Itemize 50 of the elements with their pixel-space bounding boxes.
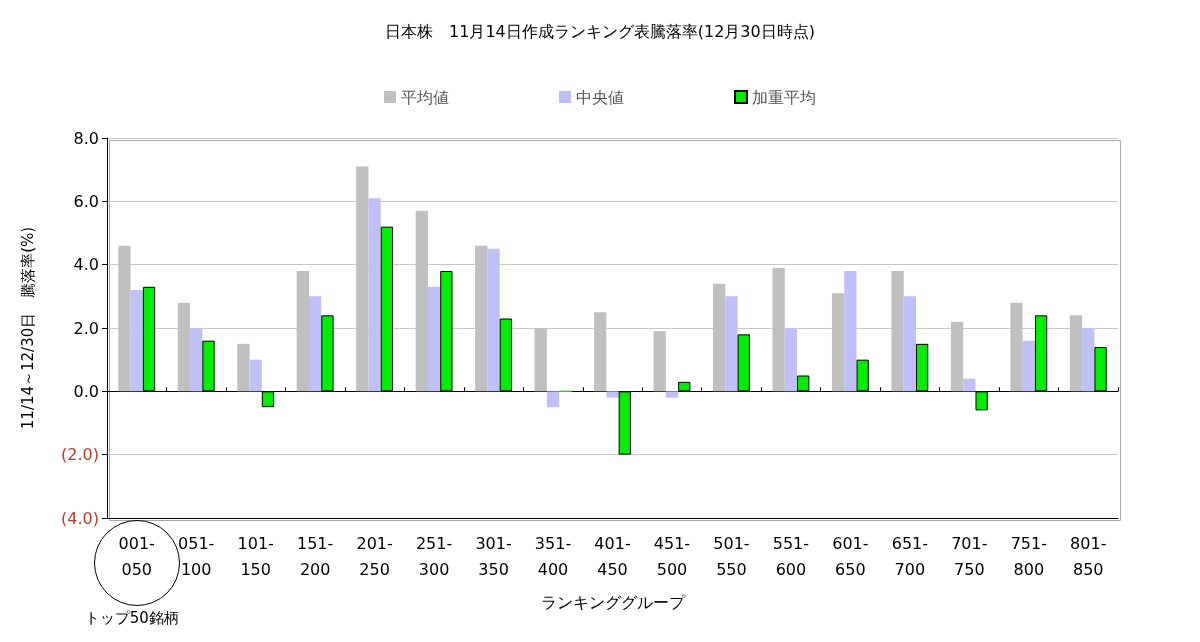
bar bbox=[237, 343, 250, 392]
x-tick-label: 551-600 bbox=[772, 533, 810, 579]
bar bbox=[665, 391, 679, 398]
text: トップ50銘柄 bbox=[84, 608, 179, 627]
legend-label: 加重平均 bbox=[752, 87, 816, 107]
y-tick-label: 2.0 bbox=[73, 318, 99, 338]
bar bbox=[963, 378, 976, 392]
bar bbox=[309, 296, 322, 392]
x-tick-label: 451-500 bbox=[653, 533, 691, 579]
x-tick-label: 751-800 bbox=[1010, 533, 1047, 579]
bar bbox=[653, 331, 666, 392]
x-tick-label: 201-250 bbox=[356, 533, 393, 579]
y-tick-label: (4.0) bbox=[61, 508, 99, 528]
x-tick-label: 651-700 bbox=[891, 533, 929, 579]
x-tick-label: 701-750 bbox=[951, 533, 988, 579]
bar bbox=[1022, 340, 1035, 392]
bar bbox=[844, 271, 857, 392]
x-tick-label: 801-850 bbox=[1070, 533, 1107, 579]
x-tick-label: 401-450 bbox=[594, 533, 631, 579]
bar bbox=[784, 328, 798, 392]
y-tick-label: 4.0 bbox=[73, 255, 99, 275]
x-tick-label: 151-200 bbox=[296, 533, 334, 579]
chart-title: 日本株 11月14日作成ランキング表騰落率(12月30日時点) bbox=[385, 21, 815, 41]
bar bbox=[606, 391, 619, 398]
x-tick-label: 251-300 bbox=[415, 533, 453, 579]
legend-label: 中央値 bbox=[576, 87, 624, 107]
x-tick-label: 601-650 bbox=[832, 533, 869, 579]
x-tick-label: 051-100 bbox=[178, 533, 215, 579]
bar bbox=[190, 328, 203, 392]
bar bbox=[1082, 328, 1095, 392]
bar bbox=[725, 296, 738, 392]
y-tick-label: 6.0 bbox=[73, 191, 99, 211]
y-tick-label: 8.0 bbox=[73, 128, 99, 148]
bar bbox=[130, 290, 143, 392]
y-axis-title: 11/14～12/30日 騰落率(%) bbox=[18, 226, 37, 430]
bar bbox=[368, 198, 381, 392]
x-axis-title: ランキンググループ bbox=[540, 592, 686, 612]
x-tick-label: 101-150 bbox=[237, 533, 274, 579]
bar bbox=[249, 359, 262, 392]
x-tick-label: 351-400 bbox=[534, 533, 572, 579]
bar bbox=[487, 248, 500, 392]
bar bbox=[546, 391, 560, 408]
y-tick-label: (2.0) bbox=[61, 445, 99, 465]
x-tick-label: 501-550 bbox=[713, 533, 750, 579]
x-tick-label: 001-050 bbox=[118, 533, 155, 579]
y-tick-label: 0.0 bbox=[73, 381, 99, 401]
bar bbox=[903, 296, 916, 392]
legend-label: 平均値 bbox=[401, 87, 449, 107]
x-tick-label: 301-350 bbox=[475, 533, 512, 579]
bar bbox=[427, 286, 441, 392]
